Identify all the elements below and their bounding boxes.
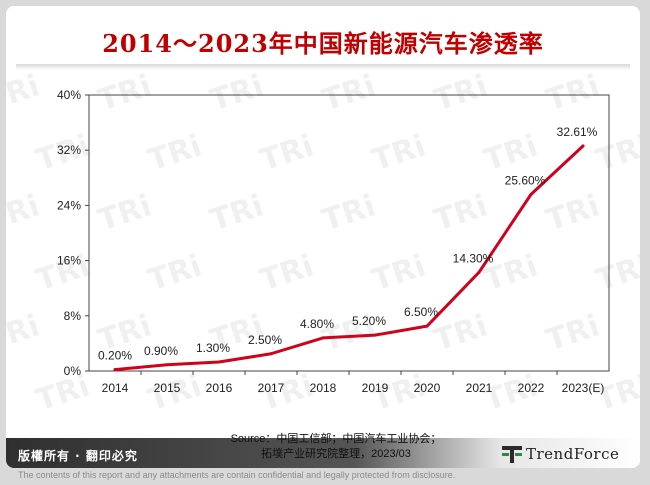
line-chart: 0% 8% 16% 24% 32% 40% 2014 2015 2016 2017 2018 2019… [57,88,610,395]
data-point [165,363,169,367]
x-tick-label: 2023(E) [562,381,605,395]
y-tick-label: 16% [57,254,81,268]
data-label: 6.50% [404,305,438,319]
x-tick-label: 2022 [518,381,545,395]
x-tick-label: 2016 [206,381,233,395]
data-label: 5.20% [352,314,386,328]
data-label: 32.61% [557,125,598,139]
source-note: Source：中国工信部；中国汽车工业协会； 拓墣产业研究院整理，2023/03 [186,432,486,462]
source-line-2: 拓墣产业研究院整理，2023/03 [261,448,411,460]
x-tick-label: 2021 [466,381,493,395]
data-label: 1.30% [196,341,230,355]
x-tick-label: 2014 [102,381,129,395]
x-tick-label: 2018 [310,381,337,395]
disclaimer-text: The contents of this report and any atta… [18,470,456,480]
data-point [425,324,429,328]
trendforce-logo: TrendForce [502,444,619,464]
data-point [321,336,325,340]
data-point [269,352,273,356]
y-tick-label: 0% [64,364,82,378]
data-point [217,360,221,364]
series-line [113,144,585,372]
data-point [373,333,377,337]
data-label: 2.50% [248,333,282,347]
trendforce-logo-text: TrendForce [526,445,620,463]
plot-area [88,94,610,372]
y-tick-label: 24% [57,198,81,212]
y-tick-label: 40% [57,88,81,102]
data-point [477,270,481,274]
data-point [529,192,533,196]
data-point [113,368,117,372]
y-tick-label: 32% [57,143,81,157]
x-tick-label: 2015 [154,381,181,395]
chart-frame: TRi TRi TRi TRi TRi TRi TRi TRi TRi TRi TRi TRi TRi T… [6,6,640,468]
data-label: 0.90% [144,344,178,358]
x-tick-label: 2020 [414,381,441,395]
footer-bar [6,438,640,468]
data-label: 4.80% [300,317,334,331]
copyright-text: 版權所有 · 翻印必究 [18,449,138,463]
chart-title: 2014～2023年中国新能源汽车渗透率 [102,29,544,58]
source-line-1: Source：中国工信部；中国汽车工业协会； [230,433,442,445]
data-label: 0.20% [98,349,132,363]
y-tick-label: 8% [64,309,82,323]
data-label: 25.60% [505,173,546,187]
data-point [581,144,585,148]
trendforce-logo-icon [502,444,522,464]
title-divider [16,64,630,70]
data-label: 14.30% [453,251,494,265]
x-tick-label: 2017 [258,381,285,395]
x-tick-label: 2019 [362,381,389,395]
